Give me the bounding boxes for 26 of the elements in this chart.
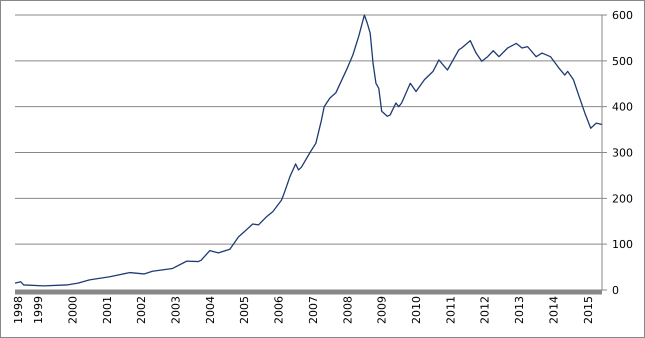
x-tick-label: 2011 (444, 296, 458, 324)
y-tick-label: 500 (612, 54, 633, 68)
x-tick-label: 2007 (306, 296, 320, 324)
y-tick-label: 100 (612, 238, 633, 252)
x-tick-label: 2005 (238, 296, 252, 324)
y-tick-label: 200 (612, 192, 633, 206)
x-tick-label: 2010 (410, 296, 424, 324)
x-tick-label: 2001 (100, 296, 114, 324)
x-tick-label: 1999 (32, 296, 46, 324)
x-tick-label: 1998 (12, 296, 25, 324)
x-tick-label: 2012 (478, 296, 492, 324)
x-tick-label: 2014 (547, 296, 560, 324)
y-tick-label: 600 (612, 9, 633, 22)
y-tick-label: 0 (612, 284, 619, 297)
y-tick-label: 400 (612, 100, 633, 114)
x-tick-label: 2000 (66, 296, 80, 324)
x-tick-label: 2015 (582, 296, 595, 324)
x-tick-label: 2004 (204, 296, 217, 324)
x-tick-label: 2003 (169, 296, 182, 324)
y-tick-label: 300 (612, 146, 633, 160)
x-tick-label: 2002 (135, 296, 148, 324)
x-tick-label: 2009 (376, 296, 389, 324)
x-tick-label: 2008 (341, 296, 354, 324)
line-series (14, 14, 603, 287)
x-tick-label: 2006 (272, 296, 286, 324)
x-tick-label: 2013 (513, 296, 526, 324)
